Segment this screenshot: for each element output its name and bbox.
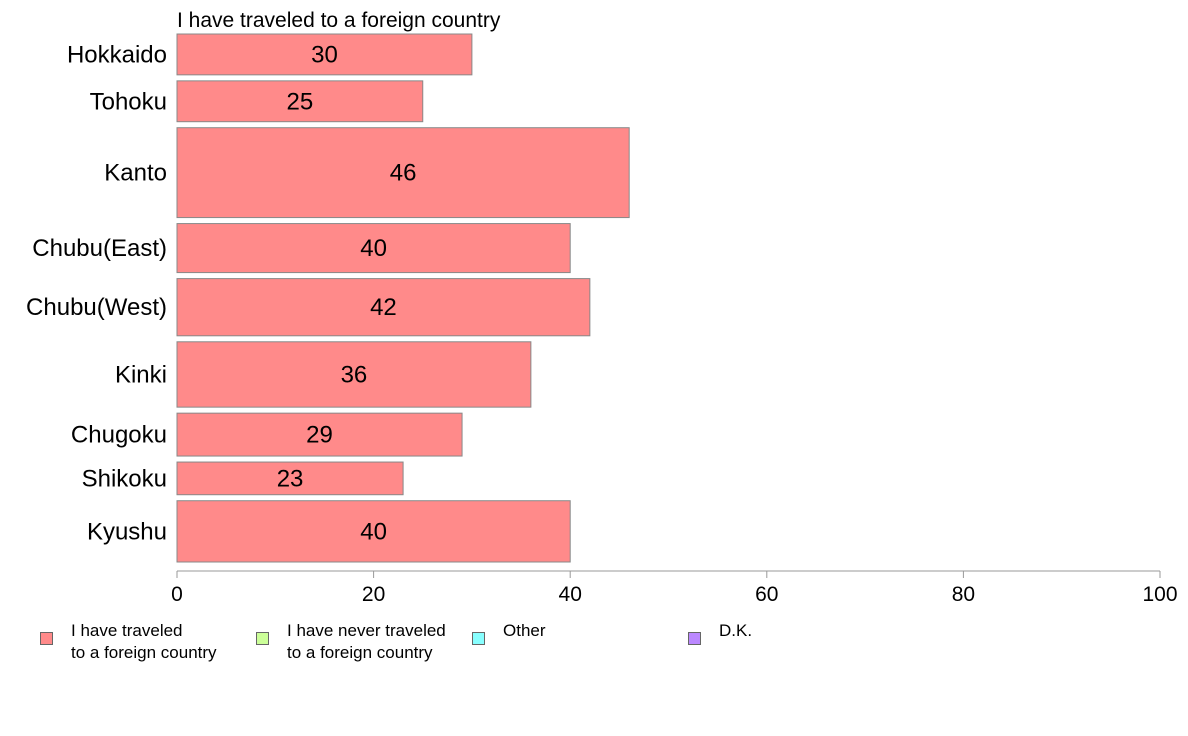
data-label-kinki: 36 xyxy=(341,361,368,388)
legend: I have traveled to a foreign country I h… xyxy=(0,620,1188,670)
category-label-kinki: Kinki xyxy=(115,361,167,388)
category-label-kyushu: Kyushu xyxy=(87,518,167,545)
data-label-hokkaido: 30 xyxy=(311,41,338,68)
legend-label-dk: D.K. xyxy=(719,621,753,640)
x-tick-label-20: 20 xyxy=(362,583,385,606)
x-tick-label-100: 100 xyxy=(1142,583,1177,606)
legend-swatch-other xyxy=(472,632,485,645)
data-label-chubu-west: 42 xyxy=(370,294,397,321)
bar-shikoku xyxy=(176,461,404,496)
bar-chubu-east xyxy=(176,223,571,274)
bar-chugoku xyxy=(176,412,463,457)
data-label-chugoku: 29 xyxy=(306,422,333,449)
legend-item-dk: D.K. xyxy=(688,620,752,645)
bar-kanto xyxy=(176,127,630,219)
legend-label-other: Other xyxy=(503,621,546,640)
data-label-kyushu: 40 xyxy=(360,518,387,545)
data-label-shikoku: 23 xyxy=(277,465,304,492)
bar-tohoku xyxy=(176,80,424,123)
category-label-chugoku: Chugoku xyxy=(71,422,167,449)
category-label-shikoku: Shikoku xyxy=(82,465,167,492)
legend-swatch-traveled xyxy=(40,632,53,645)
legend-label-traveled: I have traveled to a foreign country xyxy=(71,621,217,662)
data-label-tohoku: 25 xyxy=(287,88,314,115)
legend-swatch-never-traveled xyxy=(256,632,269,645)
legend-item-other: Other xyxy=(472,620,546,645)
bar-hokkaido xyxy=(176,33,473,76)
bar-kyushu xyxy=(176,500,571,563)
category-label-kanto: Kanto xyxy=(104,160,167,187)
x-tick-label-60: 60 xyxy=(755,583,778,606)
bar-chubu-west xyxy=(176,278,591,337)
category-label-chubu-east: Chubu(East) xyxy=(32,235,167,262)
data-label-kanto: 46 xyxy=(390,160,417,187)
legend-item-traveled: I have traveled to a foreign country xyxy=(40,620,217,664)
category-label-hokkaido: Hokkaido xyxy=(67,41,167,68)
x-tick-label-40: 40 xyxy=(559,583,582,606)
legend-item-never-traveled: I have never traveled to a foreign count… xyxy=(256,620,446,664)
category-label-chubu-west: Chubu(West) xyxy=(26,294,167,321)
legend-label-never-traveled: I have never traveled to a foreign count… xyxy=(287,621,446,662)
x-tick-label-0: 0 xyxy=(171,583,183,606)
bar-kinki xyxy=(176,341,532,408)
category-label-tohoku: Tohoku xyxy=(90,88,167,115)
legend-swatch-dk xyxy=(688,632,701,645)
data-label-chubu-east: 40 xyxy=(360,235,387,262)
x-tick-label-80: 80 xyxy=(952,583,975,606)
chart-title: I have traveled to a foreign country xyxy=(177,9,501,32)
